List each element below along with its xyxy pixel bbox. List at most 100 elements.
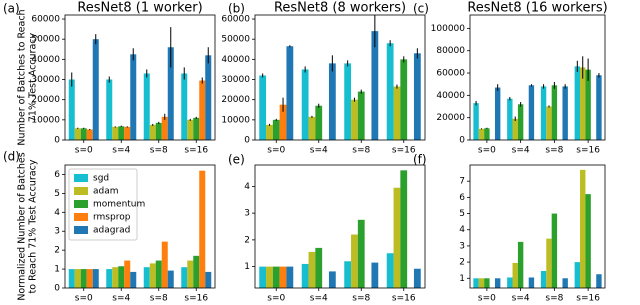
- bar: [512, 118, 518, 140]
- bar: [155, 260, 162, 288]
- y-tick-label: 3: [244, 209, 250, 219]
- y-tick-label: 3: [459, 241, 465, 251]
- bar: [585, 194, 591, 288]
- x-tick-label: s=4: [512, 146, 530, 156]
- bar: [118, 126, 125, 140]
- x-tick-label: s=0: [267, 146, 285, 156]
- bar: [512, 262, 518, 288]
- y-tick-label: 5: [459, 209, 465, 219]
- y-axis-label: 71% Test Accuracy: [28, 33, 39, 123]
- x-tick-label: s=0: [478, 146, 496, 156]
- bar: [507, 277, 513, 288]
- bar: [551, 85, 558, 140]
- bar: [80, 269, 87, 288]
- bar: [181, 73, 188, 140]
- bar: [130, 54, 137, 141]
- bar: [161, 241, 168, 288]
- bar: [86, 269, 93, 288]
- x-tick-label: s=8: [150, 146, 168, 156]
- axes-frame: [254, 14, 426, 141]
- bar: [386, 43, 394, 140]
- bar: [546, 238, 552, 288]
- bar: [400, 59, 408, 140]
- y-tick-label: 7: [459, 177, 465, 187]
- y-axis-label: Normalized Number of Batches: [17, 152, 28, 300]
- y-tick-label: 1: [459, 274, 465, 284]
- bar: [74, 269, 81, 288]
- panel-label: (c): [413, 2, 429, 16]
- y-tick-label: 20000: [221, 95, 250, 105]
- bar: [80, 128, 87, 140]
- bar: [187, 260, 194, 288]
- x-tick-label: s=16: [576, 146, 600, 156]
- y-tick-label: 0: [54, 284, 60, 294]
- bar: [266, 124, 273, 140]
- panel-label: (e): [228, 153, 245, 167]
- chart-title: ResNet8 (8 workers): [274, 1, 406, 16]
- y-tick-label: 30000: [31, 75, 60, 85]
- bar: [301, 69, 309, 140]
- bar: [86, 129, 93, 140]
- y-tick-label: 1: [244, 262, 250, 272]
- x-tick-label: s=0: [478, 294, 496, 304]
- bar: [143, 73, 150, 140]
- bar: [308, 116, 316, 140]
- chart-title: ResNet8 (1 worker): [77, 1, 202, 16]
- x-tick-label: s=8: [150, 294, 168, 304]
- bar: [562, 86, 568, 140]
- bar: [478, 278, 485, 288]
- axes-frame: [64, 14, 216, 141]
- legend-box: [68, 168, 138, 241]
- bar: [484, 278, 490, 288]
- y-tick-label: 5: [54, 189, 60, 199]
- bar: [371, 31, 379, 141]
- y-tick-label: 80000: [436, 46, 465, 56]
- bar: [413, 53, 421, 140]
- y-tick-label: 0: [459, 136, 465, 146]
- y-tick-label: 6: [54, 170, 60, 180]
- bar: [371, 262, 379, 288]
- bar: [259, 266, 267, 288]
- x-tick-label: s=16: [576, 294, 600, 304]
- y-tick-label: 30000: [221, 75, 250, 85]
- bar: [279, 266, 287, 288]
- y-axis-label: Number of Batches to Reach: [17, 9, 28, 145]
- bar: [413, 268, 421, 288]
- y-tick-label: 20000: [436, 113, 465, 123]
- y-tick-label: 0: [54, 136, 60, 146]
- bar: [155, 122, 162, 140]
- bar: [580, 67, 586, 140]
- bar: [124, 126, 131, 140]
- y-tick-label: 2: [459, 258, 465, 268]
- bar: [528, 85, 535, 140]
- x-tick-label: s=16: [392, 146, 416, 156]
- bar: [357, 219, 365, 288]
- bar: [507, 98, 513, 140]
- bar: [386, 253, 394, 288]
- x-tick-label: s=4: [112, 294, 130, 304]
- panel-label: (f): [413, 153, 427, 167]
- bar: [478, 128, 485, 140]
- y-tick-label: 20000: [31, 95, 60, 105]
- legend-label: sgd: [93, 174, 109, 184]
- y-tick-label: 60000: [31, 15, 60, 25]
- bar: [205, 271, 212, 288]
- y-tick-label: 40000: [436, 91, 465, 101]
- y-tick-label: 60000: [436, 69, 465, 79]
- bar: [546, 106, 552, 140]
- bar: [344, 261, 352, 288]
- y-tick-label: 0: [244, 136, 250, 146]
- bar: [580, 169, 586, 288]
- bar: [400, 170, 408, 288]
- bar: [205, 55, 212, 140]
- bar: [517, 104, 524, 140]
- bar: [266, 266, 273, 288]
- legend-swatch: [74, 213, 88, 221]
- y-tick-label: 2: [244, 235, 250, 245]
- bar: [199, 80, 206, 140]
- x-tick-label: s=8: [352, 294, 370, 304]
- bar: [199, 170, 206, 288]
- y-tick-label: 60000: [221, 15, 250, 25]
- x-tick-label: s=16: [184, 294, 208, 304]
- bar: [68, 79, 75, 140]
